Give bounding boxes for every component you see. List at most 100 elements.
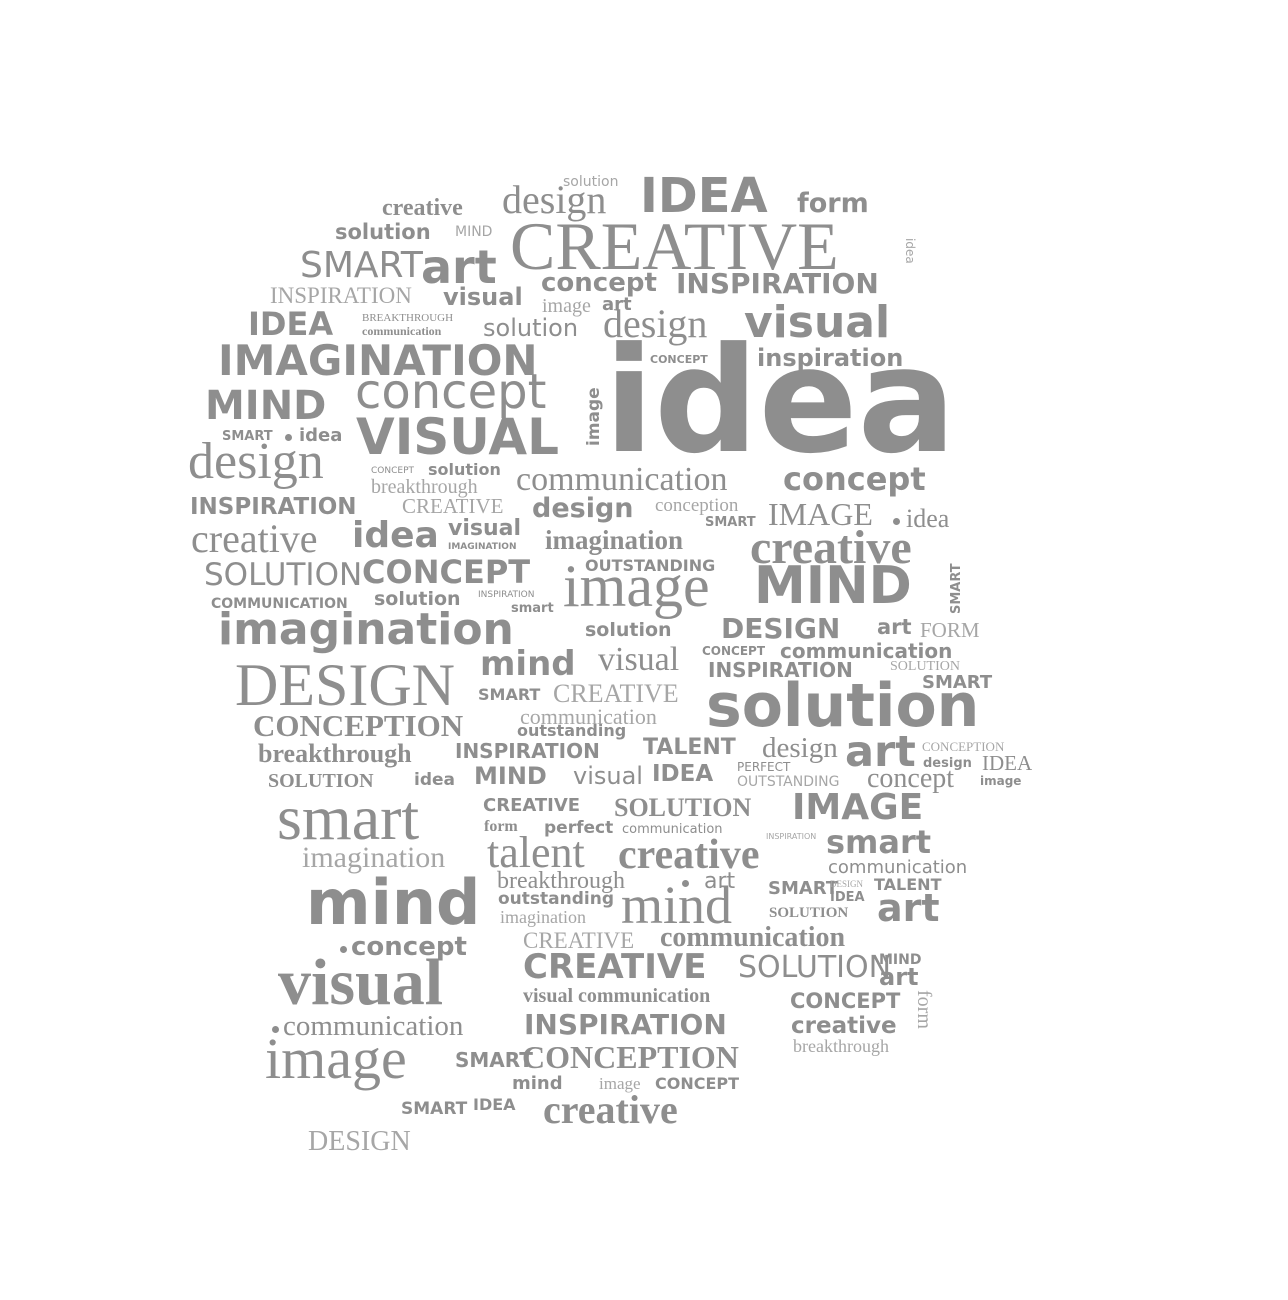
word: CREATIVE [483,795,581,816]
word: creative [382,195,463,221]
word: IDEA [473,1095,516,1114]
word: CONCEPTION [522,1039,739,1075]
word: INSPIRATION [478,590,535,600]
word: art [845,727,916,777]
word: CREATIVE [510,208,839,284]
word: design [532,493,634,524]
word: OUTSTANDING [737,774,840,790]
word: imagination [302,841,446,874]
word: CREATIVE [523,928,635,953]
word: MIND [205,383,327,429]
word: imagination [500,907,586,927]
word: CONCEPT [702,644,766,658]
word: creative [791,1013,897,1039]
word: image [563,553,710,619]
word: IDEA [652,761,714,787]
word: solution [428,460,501,479]
word: concept [541,268,657,298]
word: PERFECT [737,760,791,774]
word: SOLUTION [268,770,374,792]
word: IMAGE [792,787,924,828]
word: design [762,732,838,764]
word: solution [374,588,461,610]
word: INSPIRATION [455,739,600,763]
word: art [879,963,919,991]
word: art [602,294,632,315]
word: CONCEPT [655,1074,740,1093]
word: concept [351,932,467,962]
word: smart [277,782,420,853]
word: image [980,774,1022,788]
word: SOLUTION [614,793,752,822]
word: image [599,1074,641,1093]
word: breakthrough [371,476,478,498]
word: creative [750,521,912,574]
word: CREATIVE [402,494,504,518]
word: CONCEPT [362,553,531,591]
word: DESIGN [308,1126,411,1157]
word: conception [655,495,739,516]
word: imagination [218,604,514,655]
word: FORM [920,618,980,642]
word: solution [335,220,431,244]
word: solution [585,619,672,641]
word: image [265,1026,407,1091]
word: mind [480,644,576,684]
word: mind [621,875,733,935]
word: IDEA [830,890,865,905]
word: design [502,177,607,222]
word: SMART [222,429,273,444]
word: communication [520,704,657,729]
word: mind [512,1073,563,1094]
word: CONCEPT [650,353,708,366]
word: MIND [754,556,912,616]
word: CONCEPTION [922,739,1005,754]
word: outstanding [498,889,614,909]
word: IMAGINATION [218,336,538,385]
word: art [704,869,736,894]
word: inspiration [757,344,904,372]
word: concept [783,460,926,498]
word: visual [443,283,523,311]
word: TALENT [874,875,942,894]
word: IDEA [982,751,1033,775]
word: VISUAL [356,408,559,466]
word: design [923,756,972,771]
word: image [542,295,591,317]
word: IMAGINATION [448,542,517,552]
word: visual communication [523,985,711,1007]
word: imagination [545,525,684,555]
word: INSPIRATION [676,267,879,300]
word: solution [483,314,579,342]
word: SOLUTION [204,557,363,593]
word: perfect [544,818,614,838]
word: CONCEPT [371,466,414,476]
word: communication [660,922,846,953]
word: outstanding [517,721,627,740]
word: INSPIRATION [190,494,357,520]
word: smart [511,601,554,616]
word: creative [543,1087,678,1132]
word: mind [306,866,481,939]
word: SOLUTION [738,950,892,985]
word: DESIGN [721,612,841,645]
word: IDEA [248,305,334,343]
word: SMART [922,672,993,693]
word: breakthrough [497,868,625,894]
word: INSPIRATION [524,1008,727,1041]
word: communication [283,1010,464,1042]
word: art [877,615,912,639]
word: solution [706,671,980,741]
word: IDEA [640,168,768,224]
word: design [603,301,708,346]
word: COMMUNICATION [211,596,348,612]
word: idea [903,238,917,264]
word: SOLUTION [769,905,849,921]
word: design [188,433,324,490]
word: visual [573,762,643,790]
word: DESIGN [830,879,863,889]
word: idea [906,504,950,533]
word: MIND [455,224,493,240]
word: MIND [474,762,547,790]
